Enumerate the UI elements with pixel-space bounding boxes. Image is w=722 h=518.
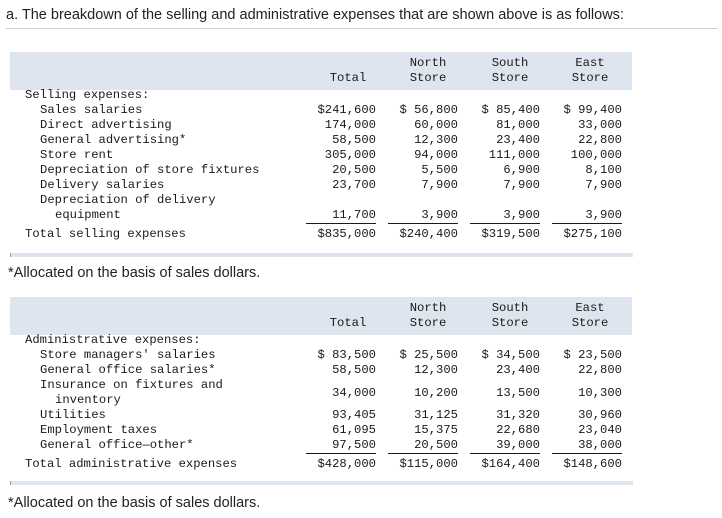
table-header: Total North Store South Store East Store bbox=[10, 297, 632, 335]
cell-total: 23,700 bbox=[332, 178, 376, 192]
col-north-header: North Store bbox=[409, 56, 447, 85]
cell-north: 20,500 bbox=[388, 438, 458, 454]
cell-north: 10,200 bbox=[414, 386, 458, 400]
cell-south: 6,900 bbox=[503, 163, 540, 177]
cell-total: 305,000 bbox=[324, 148, 376, 162]
cell-east: $ 23,500 bbox=[563, 348, 622, 362]
cell-total: 61,095 bbox=[332, 423, 376, 437]
row-label: Sales salaries bbox=[40, 103, 143, 117]
row-label: Direct advertising bbox=[40, 118, 172, 132]
footnote: *Allocated on the basis of sales dollars… bbox=[8, 265, 261, 281]
cell-total: 34,000 bbox=[332, 386, 376, 400]
col-north-header: North Store bbox=[409, 301, 447, 330]
col-total-header: Total bbox=[329, 71, 367, 85]
col-total-header: Total bbox=[329, 316, 367, 330]
cell-north: $ 25,500 bbox=[399, 348, 458, 362]
cell-east: 8,100 bbox=[585, 163, 622, 177]
col-east-header: East Store bbox=[571, 56, 609, 85]
col-east-header: East Store bbox=[571, 301, 609, 330]
cell-east: 30,960 bbox=[578, 408, 622, 422]
cell-north: 94,000 bbox=[414, 148, 458, 162]
row-label: Store managers' salaries bbox=[40, 348, 216, 362]
cell-south: $ 85,400 bbox=[481, 103, 540, 117]
row-label: General office—other* bbox=[40, 438, 194, 452]
cell-east: $ 99,400 bbox=[563, 103, 622, 117]
cell-south: 23,400 bbox=[496, 133, 540, 147]
cell-north: 31,125 bbox=[414, 408, 458, 422]
row-label: Depreciation of store fixtures bbox=[40, 163, 260, 177]
cell-total: 58,500 bbox=[332, 133, 376, 147]
cell-total: 20,500 bbox=[332, 163, 376, 177]
cell-east: 23,040 bbox=[578, 423, 622, 437]
cell-east: 38,000 bbox=[552, 438, 622, 454]
cell-north: 12,300 bbox=[414, 363, 458, 377]
cell-east: 22,800 bbox=[578, 133, 622, 147]
cell-south: 111,000 bbox=[488, 148, 540, 162]
cell-total: 97,500 bbox=[306, 438, 376, 454]
cell-north: 60,000 bbox=[414, 118, 458, 132]
cell-east: 3,900 bbox=[552, 208, 622, 224]
footnote: *Allocated on the basis of sales dollars… bbox=[8, 495, 261, 511]
row-label: Depreciation of delivery bbox=[40, 193, 216, 207]
cell-south: 3,900 bbox=[470, 208, 540, 224]
section-heading: Selling expenses: bbox=[25, 88, 150, 102]
row-label: Insurance on fixtures and bbox=[40, 378, 223, 392]
total-cell-north: $240,400 bbox=[399, 227, 458, 241]
cell-south: 23,400 bbox=[496, 363, 540, 377]
row-label: General office salaries* bbox=[40, 363, 216, 377]
total-cell-south: $319,500 bbox=[481, 227, 540, 241]
row-label: Delivery salaries bbox=[40, 178, 165, 192]
cell-total: $ 83,500 bbox=[317, 348, 376, 362]
cell-south: 39,000 bbox=[470, 438, 540, 454]
cell-south: 13,500 bbox=[496, 386, 540, 400]
total-cell-east: $275,100 bbox=[563, 227, 622, 241]
intro-text: a. The breakdown of the selling and admi… bbox=[6, 4, 718, 29]
cell-north: 15,375 bbox=[414, 423, 458, 437]
cell-north: 5,500 bbox=[421, 163, 458, 177]
table-header: Total North Store South Store East Store bbox=[10, 52, 632, 90]
row-label: Store rent bbox=[40, 148, 114, 162]
cell-east: 22,800 bbox=[578, 363, 622, 377]
cell-north: 7,900 bbox=[421, 178, 458, 192]
table-divider bbox=[10, 253, 633, 257]
section-heading: Administrative expenses: bbox=[25, 333, 201, 347]
cell-north: 3,900 bbox=[388, 208, 458, 224]
col-south-header: South Store bbox=[491, 56, 529, 85]
cell-total: 93,405 bbox=[332, 408, 376, 422]
cell-total: 11,700 bbox=[306, 208, 376, 224]
cell-east: 33,000 bbox=[578, 118, 622, 132]
cell-total: 58,500 bbox=[332, 363, 376, 377]
total-cell-north: $115,000 bbox=[399, 457, 458, 471]
admin-expenses-table: Total North Store South Store East Store Ad… bbox=[10, 297, 632, 480]
total-cell-total: $835,000 bbox=[317, 227, 376, 241]
table-divider bbox=[10, 481, 633, 485]
cell-south: 22,680 bbox=[496, 423, 540, 437]
cell-north: 12,300 bbox=[414, 133, 458, 147]
col-south-header: South Store bbox=[491, 301, 529, 330]
total-row-label: Total selling expenses bbox=[25, 227, 186, 241]
total-cell-south: $164,400 bbox=[481, 457, 540, 471]
row-label-continued: equipment bbox=[55, 208, 121, 222]
row-label: General advertising* bbox=[40, 133, 187, 147]
row-label: Employment taxes bbox=[40, 423, 158, 437]
total-cell-east: $148,600 bbox=[563, 457, 622, 471]
cell-east: 100,000 bbox=[570, 148, 622, 162]
cell-total: $241,600 bbox=[317, 103, 376, 117]
cell-total: 174,000 bbox=[324, 118, 376, 132]
total-cell-total: $428,000 bbox=[317, 457, 376, 471]
cell-east: 7,900 bbox=[585, 178, 622, 192]
cell-south: 7,900 bbox=[503, 178, 540, 192]
row-label: Utilities bbox=[40, 408, 106, 422]
cell-north: $ 56,800 bbox=[399, 103, 458, 117]
row-label-continued: inventory bbox=[55, 393, 121, 407]
cell-south: $ 34,500 bbox=[481, 348, 540, 362]
total-row-label: Total administrative expenses bbox=[25, 457, 238, 471]
cell-south: 31,320 bbox=[496, 408, 540, 422]
selling-expenses-table: Total North Store South Store East Store Se… bbox=[10, 52, 632, 252]
cell-south: 81,000 bbox=[496, 118, 540, 132]
cell-east: 10,300 bbox=[578, 386, 622, 400]
